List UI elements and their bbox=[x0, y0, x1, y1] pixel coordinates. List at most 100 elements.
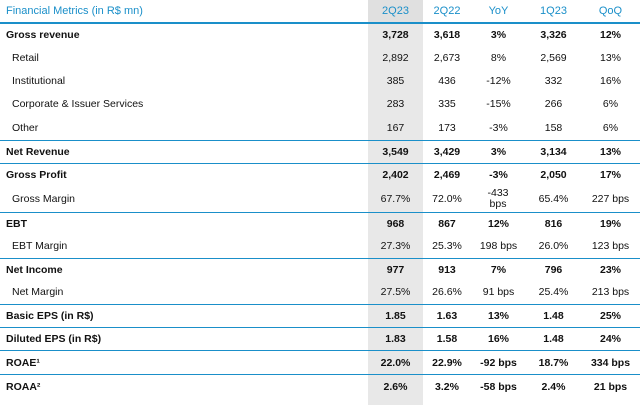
cell-1q23: 266 bbox=[544, 98, 563, 110]
cell-yoy: 16% bbox=[487, 333, 509, 345]
cell-2q22: 867 bbox=[438, 218, 456, 230]
cell-yoy: -433 bps bbox=[487, 187, 509, 210]
table-row: Gross revenue 3,728 3,618 3% 3,326 12% bbox=[0, 24, 640, 47]
row-label: Net Margin bbox=[12, 286, 64, 298]
cell-2q23: 2,892 bbox=[382, 52, 409, 64]
table-row: Gross Profit 2,402 2,469 -3% 2,050 17% bbox=[0, 163, 640, 187]
table-header: Financial Metrics (in R$ mn) 2Q23 2Q22 Y… bbox=[0, 0, 640, 24]
table-row: ROAA² 2.6% 3.2% -58 bps 2.4% 21 bps bbox=[0, 374, 640, 399]
table-row: Corporate & Issuer Services 283 335 -15%… bbox=[0, 93, 640, 116]
cell-2q23: 977 bbox=[386, 264, 405, 276]
table-row: ROAE¹ 22.0% 22.9% -92 bps 18.7% 334 bps bbox=[0, 350, 640, 375]
cell-2q23: 167 bbox=[386, 121, 405, 134]
cell-2q22: 335 bbox=[438, 98, 456, 110]
row-label: ROAE¹ bbox=[6, 356, 40, 369]
cell-1q23: 1.48 bbox=[543, 333, 564, 345]
cell-2q22: 1.63 bbox=[436, 310, 458, 322]
cell-1q23: 26.0% bbox=[538, 240, 569, 252]
cell-qoq: 213 bps bbox=[591, 286, 630, 298]
cell-yoy: -3% bbox=[489, 169, 508, 181]
cell-1q23: 3,326 bbox=[540, 29, 567, 41]
table-row: Other 167 173 -3% 158 6% bbox=[0, 116, 640, 140]
cell-1q23: 332 bbox=[544, 75, 563, 87]
cell-1q23: 796 bbox=[544, 264, 563, 276]
cell-qoq: 6% bbox=[602, 98, 619, 110]
cell-2q22: 2,673 bbox=[433, 52, 461, 64]
table-row: EBT Margin 27.3% 25.3% 198 bps 26.0% 123… bbox=[0, 235, 640, 258]
cell-yoy: 91 bps bbox=[482, 286, 515, 298]
cell-qoq: 227 bps bbox=[591, 192, 630, 205]
header-col-2q22: 2Q22 bbox=[433, 5, 461, 17]
cell-2q23: 27.5% bbox=[380, 286, 411, 298]
cell-qoq: 16% bbox=[599, 75, 621, 87]
cell-qoq: 12% bbox=[599, 29, 621, 41]
table-row: Net Income 977 913 7% 796 23% bbox=[0, 258, 640, 282]
cell-2q22: 913 bbox=[438, 264, 456, 276]
cell-qoq: 6% bbox=[602, 121, 619, 134]
cell-2q23: 2,402 bbox=[382, 169, 409, 181]
cell-2q22: 3,618 bbox=[433, 29, 461, 41]
cell-qoq: 13% bbox=[599, 52, 621, 64]
row-label: Diluted EPS (in R$) bbox=[6, 333, 102, 345]
cell-1q23: 18.7% bbox=[538, 356, 569, 369]
header-col-1q23: 1Q23 bbox=[540, 5, 567, 17]
cell-yoy: -92 bps bbox=[480, 356, 517, 369]
cell-2q22: 72.0% bbox=[432, 192, 462, 205]
header-col-qoq: QoQ bbox=[598, 5, 623, 17]
cell-yoy: 198 bps bbox=[479, 240, 518, 252]
row-label: Net Revenue bbox=[6, 146, 70, 158]
cell-2q23: 1.85 bbox=[385, 310, 406, 322]
row-label: EBT bbox=[6, 218, 27, 230]
table-row: Net Margin 27.5% 26.6% 91 bps 25.4% 213 … bbox=[0, 281, 640, 304]
cell-2q23: 3,549 bbox=[382, 146, 409, 158]
cell-2q23: 1.83 bbox=[385, 333, 406, 345]
table-row: EBT 968 867 12% 816 19% bbox=[0, 212, 640, 236]
row-label: Corporate & Issuer Services bbox=[12, 98, 144, 110]
cell-2q23: 22.0% bbox=[380, 356, 411, 369]
cell-yoy: 12% bbox=[487, 218, 509, 230]
table-row: Institutional 385 436 -12% 332 16% bbox=[0, 70, 640, 93]
cell-yoy: 7% bbox=[490, 264, 507, 276]
cell-2q22: 25.3% bbox=[432, 240, 462, 252]
table-row: Basic EPS (in R$) 1.85 1.63 13% 1.48 25% bbox=[0, 304, 640, 328]
cell-yoy: -15% bbox=[486, 98, 511, 110]
cell-yoy: -12% bbox=[486, 75, 511, 87]
cell-qoq: 24% bbox=[599, 333, 621, 345]
table-row: Retail 2,892 2,673 8% 2,569 13% bbox=[0, 47, 640, 70]
cell-yoy: 3% bbox=[490, 29, 507, 41]
table-title: Financial Metrics (in R$ mn) bbox=[6, 5, 143, 17]
header-col-yoy: YoY bbox=[488, 5, 509, 17]
cell-qoq: 123 bps bbox=[591, 240, 630, 252]
cell-1q23: 65.4% bbox=[538, 192, 569, 205]
table-row: Diluted EPS (in R$) 1.83 1.58 16% 1.48 2… bbox=[0, 327, 640, 351]
cell-yoy: 8% bbox=[490, 52, 507, 64]
cell-1q23: 1.48 bbox=[543, 310, 564, 322]
cell-2q23: 67.7% bbox=[380, 192, 411, 205]
cell-1q23: 158 bbox=[544, 121, 563, 134]
cell-1q23: 816 bbox=[544, 218, 563, 230]
row-label: Gross revenue bbox=[6, 29, 80, 41]
cell-yoy: 13% bbox=[487, 310, 509, 322]
cell-qoq: 334 bps bbox=[590, 356, 631, 369]
row-label: EBT Margin bbox=[12, 240, 68, 252]
row-label: Gross Profit bbox=[6, 169, 67, 181]
cell-2q23: 3,728 bbox=[382, 29, 409, 41]
cell-2q23: 283 bbox=[386, 98, 405, 110]
cell-1q23: 3,134 bbox=[540, 146, 567, 158]
table-row: Gross Margin 67.7% 72.0% -433 bps 65.4% … bbox=[0, 186, 640, 212]
cell-2q22: 3,429 bbox=[433, 146, 461, 158]
cell-2q22: 22.9% bbox=[432, 356, 462, 369]
cell-1q23: 25.4% bbox=[538, 286, 569, 298]
row-label: Other bbox=[12, 121, 39, 134]
header-col-2q23: 2Q23 bbox=[368, 0, 423, 22]
cell-2q23: 27.3% bbox=[380, 240, 411, 252]
table-row: Net Revenue 3,549 3,429 3% 3,134 13% bbox=[0, 140, 640, 164]
cell-1q23: 2,050 bbox=[540, 169, 567, 181]
cell-qoq: 25% bbox=[599, 310, 621, 322]
cell-2q22: 436 bbox=[438, 75, 456, 87]
cell-2q22: 1.58 bbox=[436, 333, 458, 345]
cell-1q23: 2.4% bbox=[541, 380, 566, 393]
cell-qoq: 21 bps bbox=[593, 380, 628, 393]
cell-qoq: 13% bbox=[599, 146, 621, 158]
